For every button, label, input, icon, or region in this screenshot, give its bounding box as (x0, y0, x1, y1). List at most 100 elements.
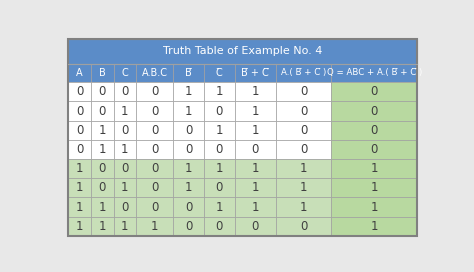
Bar (136, 101, 173, 120)
Bar (204, 82, 235, 101)
Text: 1: 1 (216, 162, 223, 175)
Bar (68, 197, 91, 217)
Bar (235, 197, 276, 217)
Bar (68, 178, 91, 197)
Bar (235, 64, 276, 82)
Text: B̅ + C̅: B̅ + C̅ (241, 68, 269, 78)
Text: Truth Table of Example No. 4: Truth Table of Example No. 4 (163, 46, 323, 56)
Text: 1: 1 (121, 181, 128, 194)
Bar (276, 101, 331, 120)
Bar (91, 197, 114, 217)
Text: 1: 1 (300, 162, 307, 175)
Bar (91, 120, 114, 140)
Bar (68, 39, 418, 64)
Text: 1: 1 (252, 162, 259, 175)
Text: 0: 0 (300, 124, 307, 137)
Text: 1: 1 (151, 220, 158, 233)
Bar (114, 159, 136, 178)
Bar (235, 140, 276, 159)
Bar (91, 64, 114, 82)
Bar (331, 140, 418, 159)
Text: 0: 0 (300, 220, 307, 233)
Bar (235, 120, 276, 140)
Text: 1: 1 (99, 200, 106, 214)
Text: 0: 0 (121, 200, 128, 214)
Text: Q = ABC + A.( B̅ + C̅ ): Q = ABC + A.( B̅ + C̅ ) (327, 68, 422, 77)
Bar (91, 101, 114, 120)
Text: 0: 0 (76, 124, 83, 137)
Bar (68, 159, 91, 178)
Text: 1: 1 (185, 162, 192, 175)
Text: 0: 0 (76, 104, 83, 118)
Text: 1: 1 (371, 181, 378, 194)
Bar (136, 82, 173, 101)
Text: C̅: C̅ (216, 68, 223, 78)
Bar (276, 178, 331, 197)
Bar (235, 178, 276, 197)
Text: 1: 1 (99, 220, 106, 233)
Bar (173, 64, 204, 82)
Bar (68, 101, 91, 120)
Text: 1: 1 (252, 200, 259, 214)
Bar (331, 197, 418, 217)
Text: 0: 0 (252, 143, 259, 156)
Bar (114, 101, 136, 120)
Text: 1: 1 (99, 124, 106, 137)
Text: 1: 1 (76, 162, 83, 175)
Text: 0: 0 (151, 143, 158, 156)
Text: 0: 0 (121, 162, 128, 175)
Text: 0: 0 (121, 85, 128, 98)
Text: 0: 0 (99, 104, 106, 118)
Text: B: B (99, 68, 106, 78)
Bar (173, 159, 204, 178)
Text: 0: 0 (151, 200, 158, 214)
Text: 1: 1 (185, 181, 192, 194)
Text: 0: 0 (76, 143, 83, 156)
Text: 1: 1 (76, 200, 83, 214)
Text: 1: 1 (371, 200, 378, 214)
Bar (173, 197, 204, 217)
Text: 0: 0 (151, 124, 158, 137)
Bar (114, 82, 136, 101)
Text: 1: 1 (76, 220, 83, 233)
Bar (331, 217, 418, 236)
Bar (235, 159, 276, 178)
Text: 0: 0 (151, 162, 158, 175)
Bar (136, 197, 173, 217)
Bar (204, 140, 235, 159)
Bar (91, 178, 114, 197)
Bar (235, 217, 276, 236)
Text: 0: 0 (121, 124, 128, 137)
Bar (204, 159, 235, 178)
Bar (204, 64, 235, 82)
Bar (173, 82, 204, 101)
Text: A: A (76, 68, 83, 78)
Bar (204, 217, 235, 236)
Text: 1: 1 (371, 162, 378, 175)
Text: 1: 1 (252, 124, 259, 137)
Bar (235, 101, 276, 120)
Text: 0: 0 (216, 220, 223, 233)
Bar (276, 64, 331, 82)
Bar (204, 120, 235, 140)
Bar (136, 178, 173, 197)
Bar (276, 197, 331, 217)
Text: 0: 0 (151, 85, 158, 98)
Text: 1: 1 (252, 181, 259, 194)
Bar (235, 82, 276, 101)
Text: C: C (121, 68, 128, 78)
Text: 0: 0 (99, 181, 106, 194)
Text: 1: 1 (76, 181, 83, 194)
Text: 1: 1 (300, 200, 307, 214)
Text: 1: 1 (216, 200, 223, 214)
Bar (68, 82, 91, 101)
Text: 0: 0 (151, 181, 158, 194)
Text: 0: 0 (185, 200, 192, 214)
Text: 1: 1 (185, 85, 192, 98)
Bar (173, 217, 204, 236)
Bar (173, 120, 204, 140)
Text: 1: 1 (216, 85, 223, 98)
Text: 0: 0 (216, 181, 223, 194)
Text: 1: 1 (252, 104, 259, 118)
Bar (68, 217, 91, 236)
